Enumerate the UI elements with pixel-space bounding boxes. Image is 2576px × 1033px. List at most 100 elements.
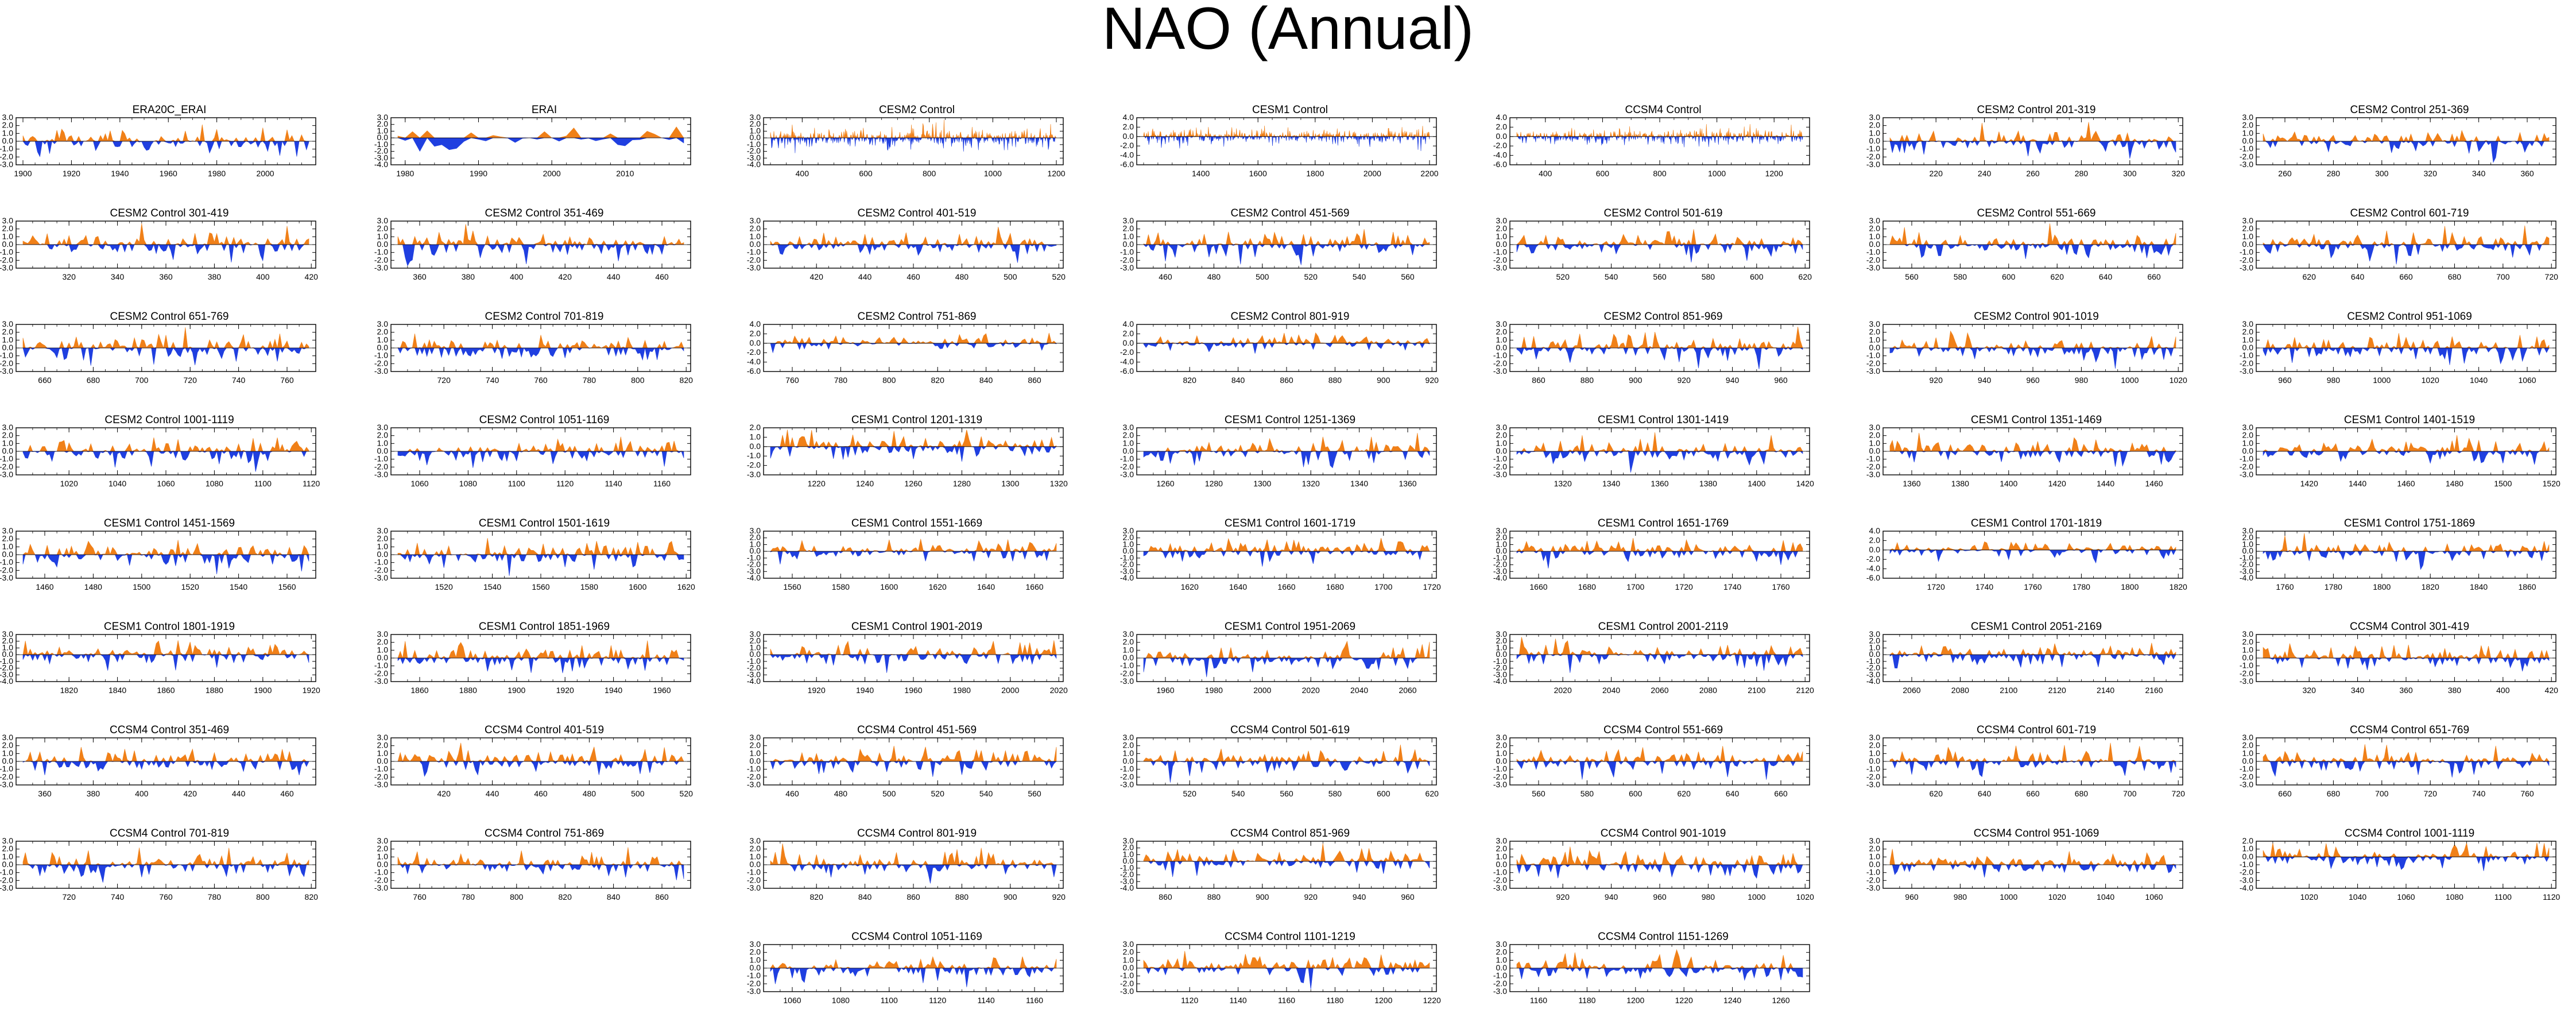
y-tick-label: 2.0 bbox=[2242, 327, 2254, 336]
y-tick-label: -2.0 bbox=[1866, 772, 1880, 781]
y-tick-label: 4.0 bbox=[1123, 319, 1134, 328]
x-tick-label: 1060 bbox=[410, 479, 428, 488]
x-tick-label: 1990 bbox=[470, 169, 487, 178]
y-tick-label: -3.0 bbox=[1493, 780, 1507, 789]
y-tick-label: 3.0 bbox=[1123, 526, 1134, 535]
y-tick-label: 3.0 bbox=[2242, 319, 2254, 328]
positive-area bbox=[2263, 225, 2550, 245]
x-tick-label: 560 bbox=[1280, 789, 1293, 798]
y-tick-label: -2.0 bbox=[1493, 462, 1507, 471]
y-tick-label: 0.0 bbox=[2, 239, 14, 249]
y-tick-label: -2.0 bbox=[374, 668, 388, 678]
y-tick-label: -3.0 bbox=[374, 780, 388, 789]
y-tick-label: 2.0 bbox=[1496, 327, 1508, 336]
panel-title: CCSM4 Control 701-819 bbox=[110, 827, 229, 839]
y-tick-label: -1.0 bbox=[2240, 351, 2253, 360]
x-tick-label: 1640 bbox=[977, 582, 995, 591]
positive-area bbox=[1516, 637, 1803, 655]
y-tick-label: 0.0 bbox=[1496, 446, 1508, 455]
y-tick-label: -3.0 bbox=[2240, 780, 2253, 789]
y-tick-label: 3.0 bbox=[2242, 216, 2254, 225]
y-tick-label: -1.0 bbox=[0, 454, 13, 463]
y-tick-label: 3.0 bbox=[1869, 836, 1881, 845]
plot-frame bbox=[390, 117, 691, 165]
x-tick-label: 1620 bbox=[677, 582, 695, 591]
y-tick-label: -1.0 bbox=[1866, 247, 1880, 257]
x-tick-label: 400 bbox=[2496, 686, 2510, 695]
nao-panel: CCSM4 Control 401-519 -3.0 -2.0 -1.0 0.0 1.0 2… bbox=[368, 721, 702, 802]
y-tick-label: 2.0 bbox=[750, 741, 761, 750]
x-tick-label: 840 bbox=[607, 892, 621, 902]
y-tick-label: -4.0 bbox=[1120, 357, 1134, 366]
panel-svg: CCSM4 Control 651-769 -3.0-2.0-1.00.01.02… bbox=[2240, 724, 2556, 798]
nao-panel: CESM1 Control 1851-1969 -3.0 -2.0 -1.0 0.0 1.… bbox=[368, 617, 702, 699]
panel-title: CESM1 Control 1251-1369 bbox=[1225, 414, 1355, 426]
negative-area bbox=[397, 451, 684, 468]
nao-panel: CESM2 Control 501-619 -3.0 -2.0 -1.0 0.0 1.0 2… bbox=[1487, 204, 1821, 285]
x-tick-label: 1420 bbox=[2048, 479, 2066, 488]
x-tick-label: 1100 bbox=[254, 479, 272, 488]
x-tick-label: 700 bbox=[2496, 272, 2510, 281]
positive-area bbox=[22, 223, 309, 246]
panel-svg: CESM2 Control 351-469 -3.0-2.0-1.00.01.02… bbox=[374, 207, 691, 281]
y-tick-label: 3.0 bbox=[1123, 423, 1134, 432]
y-tick-label: 3.0 bbox=[377, 216, 389, 225]
y-tick-label: -2.0 bbox=[747, 255, 761, 264]
y-tick-label: -3.0 bbox=[2240, 366, 2253, 376]
x-tick-label: 1560 bbox=[532, 582, 549, 591]
y-tick-label: 2.0 bbox=[2, 431, 14, 440]
x-tick-label: 1960 bbox=[904, 686, 922, 695]
panel-title: CESM1 Control 1851-1969 bbox=[479, 621, 610, 633]
panel-svg: CESM2 Control -4.0-3.0-2.0-1.00.01.02.03.… bbox=[747, 104, 1066, 178]
y-tick-label: 0.0 bbox=[1496, 756, 1508, 765]
x-tick-label: 320 bbox=[2303, 686, 2317, 695]
negative-area bbox=[2263, 141, 2549, 163]
y-tick-label: 2.0 bbox=[377, 327, 389, 336]
negative-area bbox=[2263, 244, 2549, 265]
positive-area bbox=[770, 640, 1057, 656]
y-tick-label: 3.0 bbox=[1869, 733, 1881, 742]
x-tick-label: 640 bbox=[2351, 272, 2365, 281]
panel-svg: CCSM4 Control 801-919 -3.0-2.0-1.00.01.02… bbox=[747, 827, 1066, 902]
x-tick-label: 1820 bbox=[2422, 582, 2439, 591]
y-tick-label: -2.0 bbox=[1120, 347, 1134, 357]
nao-panel: CESM1 Control 1651-1769 -4.0 -3.0 -2.0 -1.0 0… bbox=[1487, 514, 1821, 595]
y-tick-label: -1.0 bbox=[1493, 247, 1507, 257]
y-tick-label: 0.0 bbox=[2242, 239, 2254, 249]
y-tick-label: -1.0 bbox=[747, 247, 761, 257]
y-tick-label: 2.0 bbox=[1123, 741, 1134, 750]
y-tick-label: -3.0 bbox=[374, 676, 388, 686]
x-tick-label: 1940 bbox=[856, 686, 874, 695]
y-tick-label: -2.0 bbox=[747, 663, 761, 672]
y-tick-label: 3.0 bbox=[2242, 733, 2254, 742]
y-tick-label: -1.0 bbox=[374, 247, 388, 257]
y-tick-label: -3.0 bbox=[0, 160, 13, 169]
nao-panel: CCSM4 Control 751-869 -3.0 -2.0 -1.0 0.0 1.0 2… bbox=[368, 824, 702, 906]
x-tick-label: 1280 bbox=[953, 479, 971, 488]
panel-title: CESM1 Control 1951-2069 bbox=[1225, 621, 1355, 633]
y-tick-label: -1.0 bbox=[0, 764, 13, 773]
x-tick-label: 860 bbox=[655, 892, 669, 902]
x-tick-label: 420 bbox=[437, 789, 451, 798]
x-tick-label: 1580 bbox=[832, 582, 850, 591]
x-tick-label: 640 bbox=[1978, 789, 1992, 798]
y-tick-label: 0.0 bbox=[1869, 343, 1881, 352]
y-tick-label: -1.0 bbox=[0, 144, 13, 153]
y-tick-label: -3.0 bbox=[1120, 676, 1134, 686]
y-tick-label: -1.0 bbox=[747, 868, 761, 877]
y-tick-label: 1.0 bbox=[2, 748, 14, 757]
x-tick-label: 2140 bbox=[2097, 686, 2114, 695]
y-tick-label: -4.0 bbox=[1866, 564, 1880, 573]
positive-area bbox=[1143, 843, 1430, 862]
x-tick-label: 2020 bbox=[1050, 686, 1068, 695]
y-tick-label: 1.0 bbox=[2, 643, 14, 652]
panel-title: CESM2 Control 501-619 bbox=[1604, 207, 1723, 219]
x-tick-label: 980 bbox=[1702, 892, 1715, 902]
x-tick-label: 1700 bbox=[1374, 582, 1392, 591]
panel-svg: CESM1 Control 1951-2069 -3.0-2.0-1.00.01.… bbox=[1120, 621, 1437, 695]
y-tick-label: 1.0 bbox=[377, 541, 389, 551]
nao-panel: ERAI -4.0 -3.0 -2.0 -1.0 0.0 1.0 2.0 3.0 1980 1990… bbox=[368, 100, 702, 182]
y-tick-label: 1.0 bbox=[2242, 335, 2254, 344]
y-tick-label: -1.0 bbox=[374, 764, 388, 773]
